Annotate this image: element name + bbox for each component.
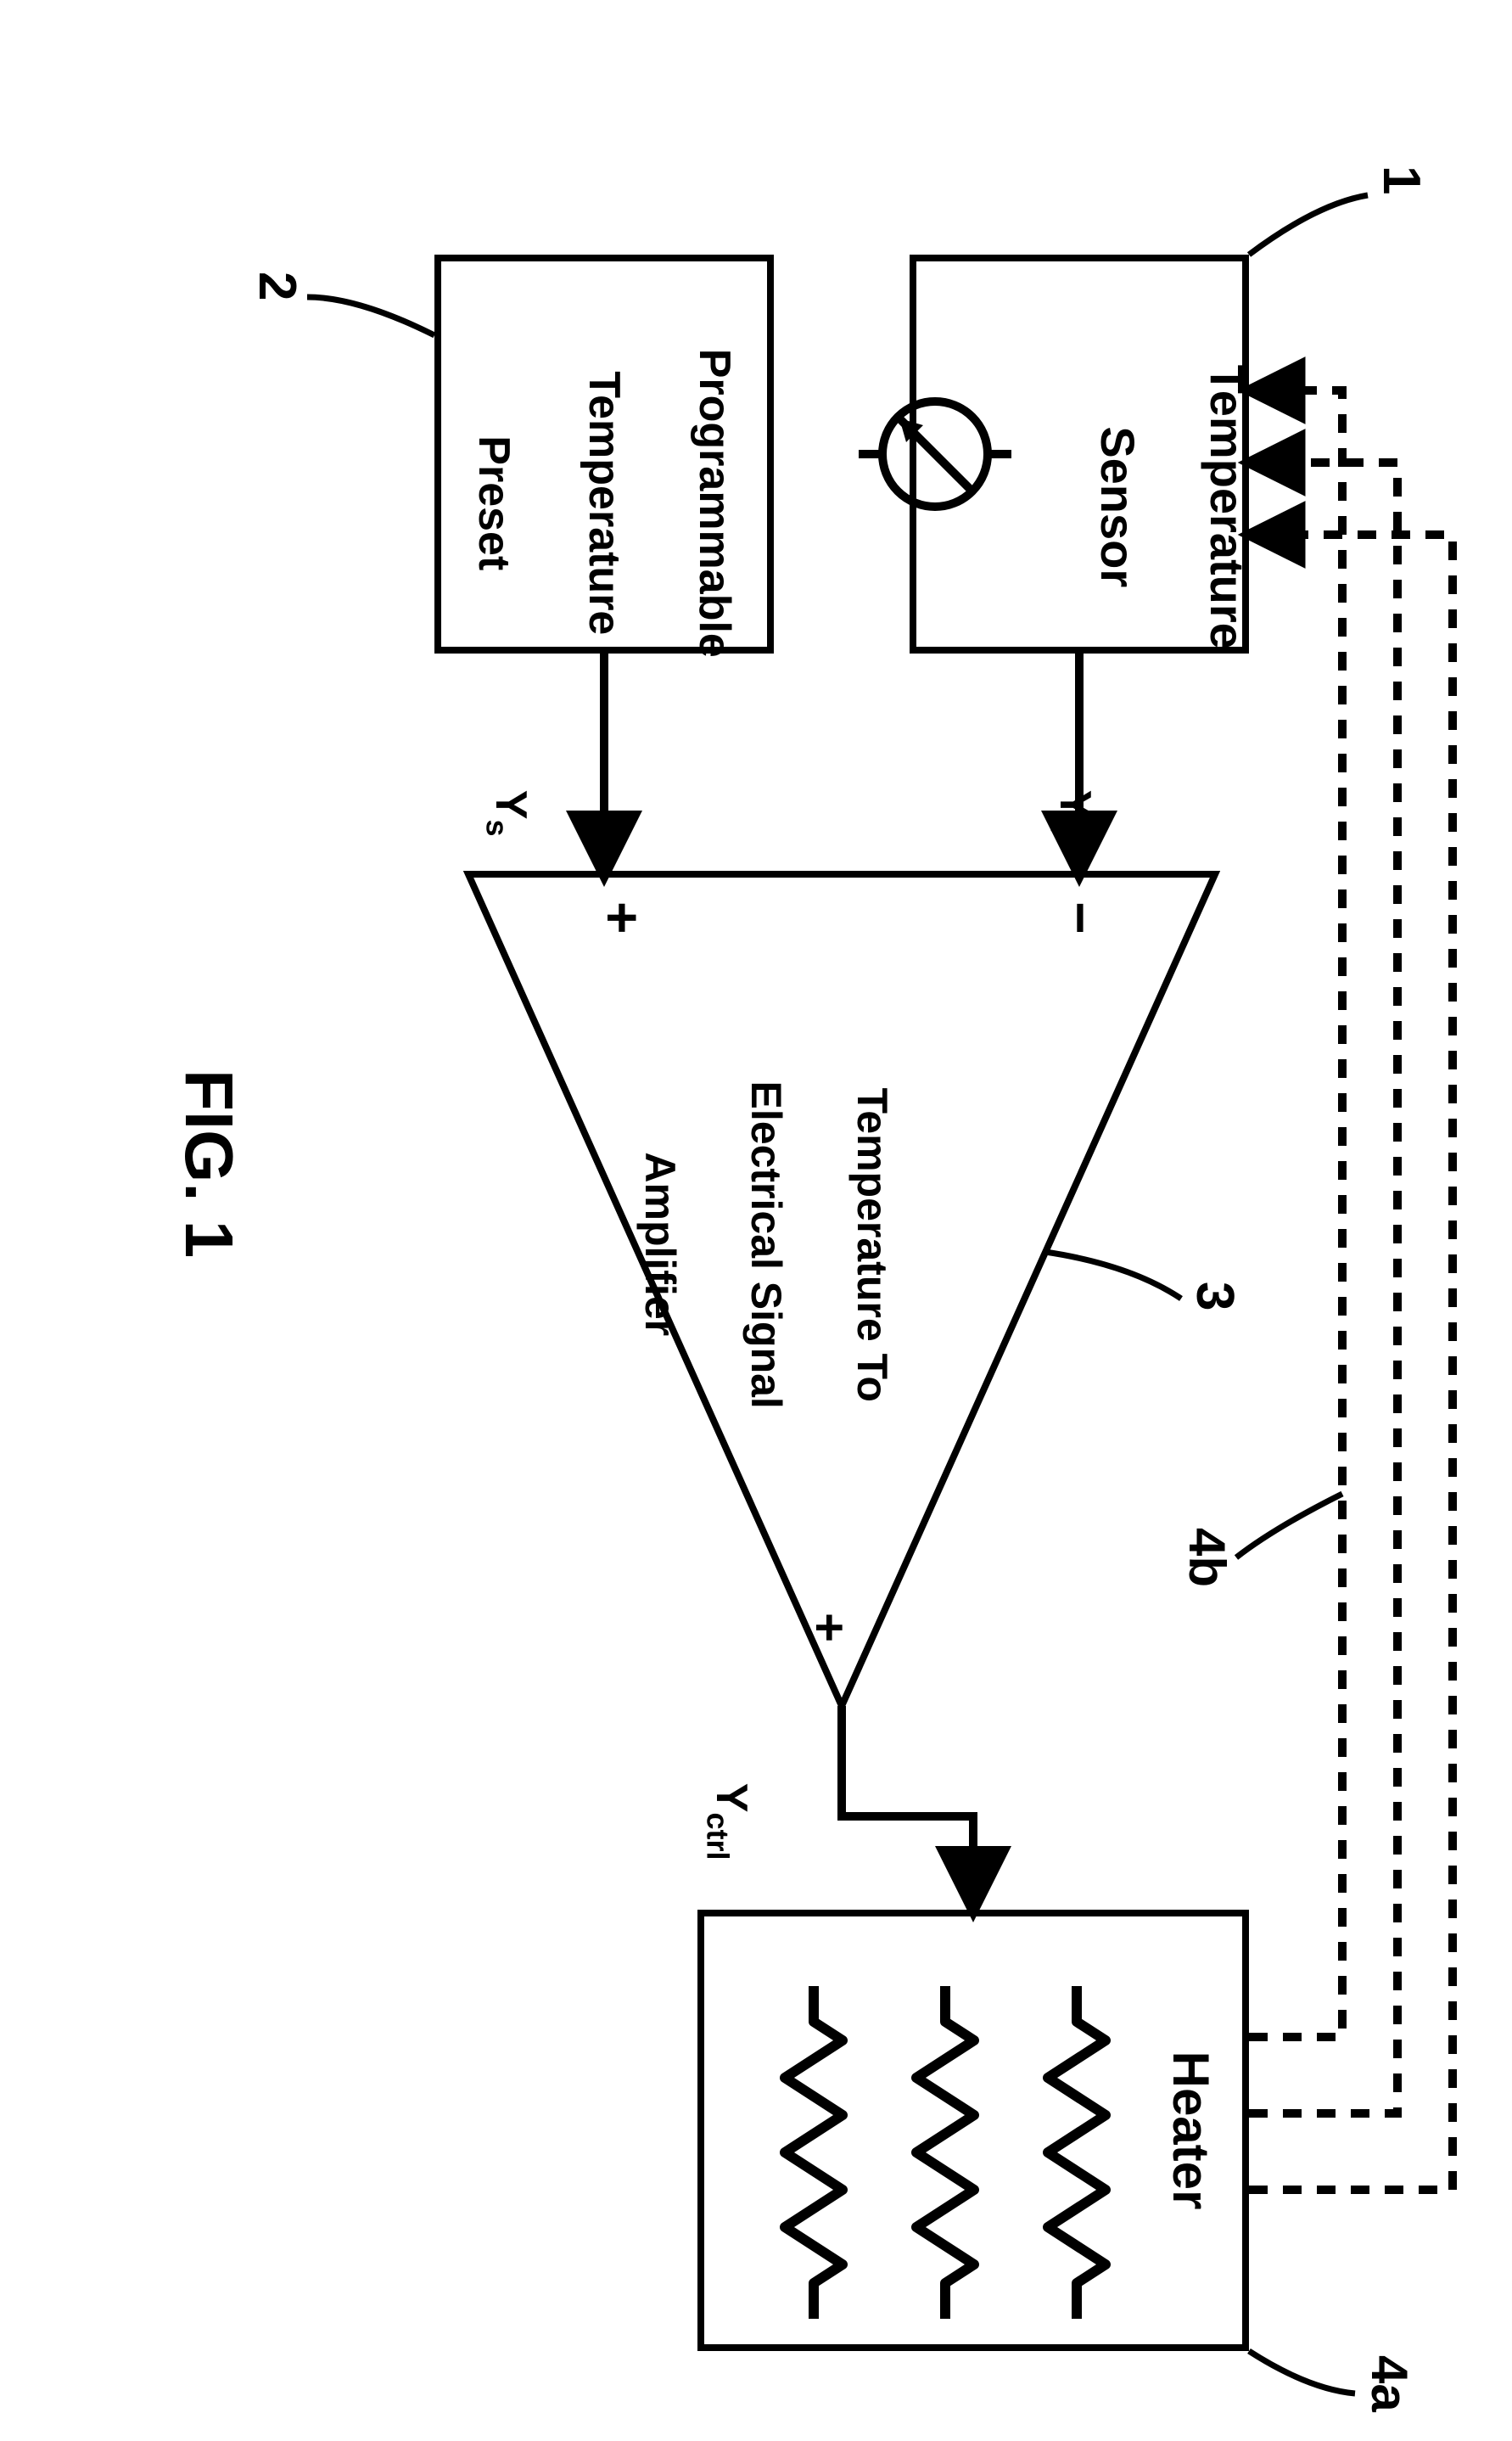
diagram-canvas: Temperature Sensor 1 Programmable Temper… [0, 0, 1512, 2441]
feedback-ref-number: 4b [1178, 1528, 1236, 1587]
figure-label: FIG. 1 [170, 1069, 248, 1258]
